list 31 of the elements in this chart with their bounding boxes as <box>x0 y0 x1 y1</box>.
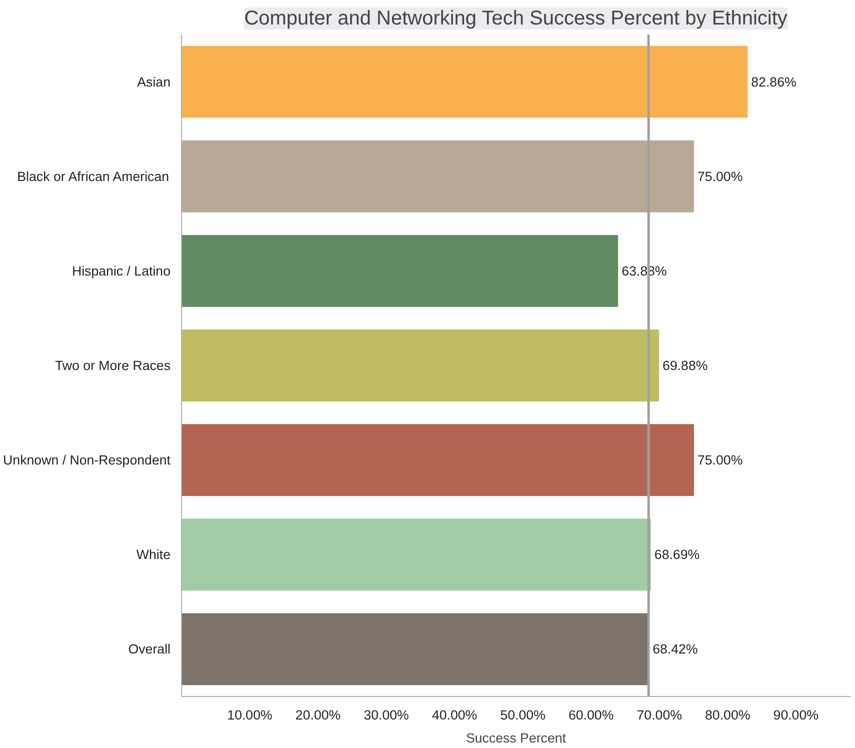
x-tick-label: 50.00% <box>500 708 546 722</box>
y-tick-label: Unknown / Non-Respondent <box>3 452 171 468</box>
bar <box>182 613 650 686</box>
data-label: 75.00% <box>697 452 743 468</box>
data-label: 68.42% <box>652 642 698 657</box>
y-tick-label: Asian <box>137 74 171 90</box>
x-tick-label: 90.00% <box>773 708 819 722</box>
x-tick-label: 70.00% <box>636 708 682 722</box>
y-tick-label: Two or More Races <box>54 358 171 373</box>
data-label: 68.69% <box>654 547 700 562</box>
bar <box>182 140 694 212</box>
bar <box>182 424 694 496</box>
y-tick-label: White <box>136 547 171 562</box>
bar <box>182 330 660 402</box>
x-tick-label: 80.00% <box>705 708 750 722</box>
bar <box>182 518 651 591</box>
y-tick-label: Hispanic / Latino <box>72 263 171 278</box>
x-axis-title: Success Percent <box>466 730 566 746</box>
bar <box>182 46 748 118</box>
data-label: 75.00% <box>697 168 743 184</box>
data-label: 69.88% <box>662 358 708 373</box>
x-tick-label: 10.00% <box>227 708 273 722</box>
x-tick-label: 30.00% <box>364 708 410 722</box>
x-tick-label: 40.00% <box>432 708 478 722</box>
x-tick-label: 60.00% <box>568 708 614 722</box>
bar <box>182 234 618 307</box>
x-tick-label: 20.00% <box>295 708 341 722</box>
y-tick-label: Overall <box>128 642 171 657</box>
data-label: 82.86% <box>751 74 796 90</box>
y-tick-label: Black or African American <box>17 168 170 184</box>
chart-title: Computer and Networking Tech Success Percent by Ethnicity <box>244 8 788 30</box>
